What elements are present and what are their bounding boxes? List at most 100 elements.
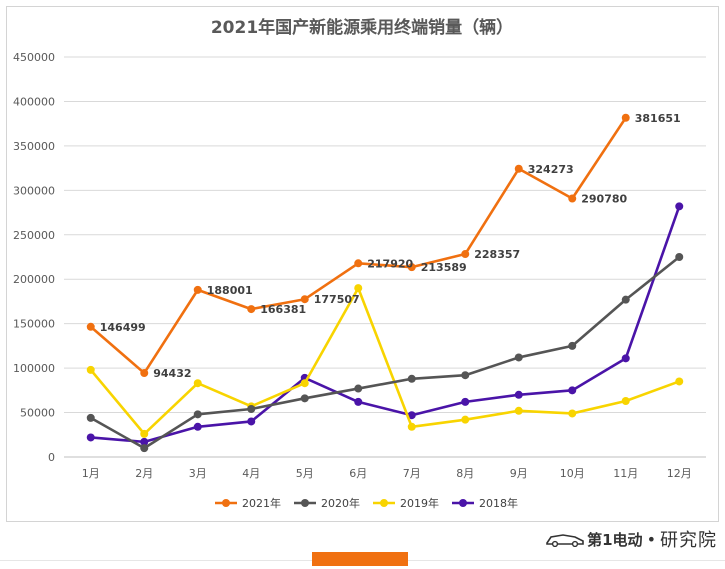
legend-item: 2018年 (452, 496, 518, 510)
data-point (621, 354, 630, 363)
data-point (514, 164, 523, 173)
data-label: 381651 (635, 112, 681, 125)
legend: 2021年 2020年 2019年 2018年 (215, 496, 518, 510)
y-tick-label: 400000 (13, 95, 55, 108)
legend-label: 2019年 (400, 496, 439, 510)
data-point (86, 433, 95, 442)
data-point (247, 405, 256, 413)
data-point (193, 379, 202, 388)
data-label: 217920 (367, 257, 413, 270)
data-label: 177507 (314, 293, 360, 306)
data-point (407, 263, 416, 272)
legend-marker (380, 499, 388, 507)
series-2021年 (86, 113, 630, 378)
data-point (300, 295, 309, 304)
x-tick-label: 10月 (560, 467, 585, 480)
legend-marker (459, 499, 467, 507)
x-tick-label: 12月 (667, 467, 692, 480)
data-label: 290780 (581, 193, 627, 206)
data-point (140, 369, 149, 378)
y-tick-label: 0 (48, 451, 55, 464)
data-point (300, 394, 309, 403)
y-tick-label: 50000 (20, 407, 55, 420)
legend-label: 2020年 (321, 496, 360, 510)
x-tick-label: 3月 (189, 467, 207, 480)
data-point (354, 384, 363, 393)
x-tick-label: 6月 (349, 467, 367, 480)
data-labels: 146499 94432 188001 166381 177507 217920 21358… (100, 112, 681, 380)
legend-marker (301, 499, 309, 507)
data-point (514, 390, 523, 399)
x-tick-label: 8月 (456, 467, 474, 480)
series-line (90, 255, 681, 450)
data-point (675, 202, 684, 211)
series-lines (86, 113, 684, 453)
data-point (568, 341, 577, 350)
brand-separator: • (646, 529, 656, 549)
data-point (140, 437, 149, 446)
data-point (193, 422, 202, 431)
data-point (247, 417, 256, 426)
data-point (568, 194, 577, 203)
x-tick-label: 7月 (403, 467, 421, 480)
data-point (300, 379, 309, 388)
data-point (407, 411, 416, 420)
x-tick-label: 9月 (510, 467, 528, 480)
brand-watermark: 第1电动 • 研究院 (545, 528, 717, 551)
y-tick-label: 350000 (13, 140, 55, 153)
data-point (193, 410, 202, 419)
data-point (354, 284, 363, 293)
legend-item: 2021年 (215, 496, 281, 510)
x-tick-label: 2月 (135, 467, 153, 480)
data-point (407, 422, 416, 431)
legend-label: 2018年 (479, 496, 518, 510)
data-point (247, 305, 256, 314)
data-point (675, 377, 684, 386)
series-2019年 (86, 284, 684, 438)
data-point (461, 250, 470, 259)
data-label: 188001 (207, 284, 253, 297)
data-point (86, 365, 95, 374)
legend-item: 2020年 (294, 496, 360, 510)
data-label: 166381 (260, 303, 306, 316)
x-tick-label: 11月 (613, 467, 638, 480)
brand-logo: 第1电动 (545, 529, 643, 550)
x-tick-label: 4月 (242, 467, 260, 480)
y-tick-label: 250000 (13, 229, 55, 242)
series-line (90, 205, 681, 444)
brand-logo-text: 第1电动 (587, 530, 643, 549)
data-point (354, 397, 363, 406)
car-icon (546, 534, 584, 547)
data-point (86, 413, 95, 422)
data-point (193, 285, 202, 294)
legend-item: 2019年 (373, 496, 439, 510)
data-point (86, 322, 95, 331)
legend-marker (222, 499, 230, 507)
data-point (354, 259, 363, 268)
data-label: 213589 (421, 261, 467, 274)
data-point (621, 295, 630, 304)
data-label: 94432 (153, 367, 191, 380)
data-point (140, 444, 149, 453)
y-tick-label: 150000 (13, 318, 55, 331)
data-label: 228357 (474, 248, 520, 261)
data-label: 146499 (100, 321, 146, 334)
y-axis-ticks: 0 50000 100000 150000 200000 250000 300000 3500… (13, 51, 55, 464)
brand-suffix: 研究院 (660, 530, 717, 551)
data-point (461, 371, 470, 380)
data-point (514, 406, 523, 415)
gridlines (64, 56, 706, 458)
x-tick-label: 1月 (82, 467, 100, 480)
legend-label: 2021年 (242, 496, 281, 510)
series-2020年 (86, 253, 684, 453)
y-tick-label: 300000 (13, 184, 55, 197)
series-2018年 (86, 202, 684, 446)
x-axis-ticks: 1月 2月 3月 4月 5月 6月 7月 8月 9月 10月 11月 12月 (82, 467, 692, 480)
data-point (621, 397, 630, 405)
data-point (140, 429, 149, 438)
y-tick-label: 100000 (13, 362, 55, 375)
data-point (675, 253, 684, 261)
footer-accent-tab (312, 552, 408, 566)
data-point (568, 409, 577, 418)
